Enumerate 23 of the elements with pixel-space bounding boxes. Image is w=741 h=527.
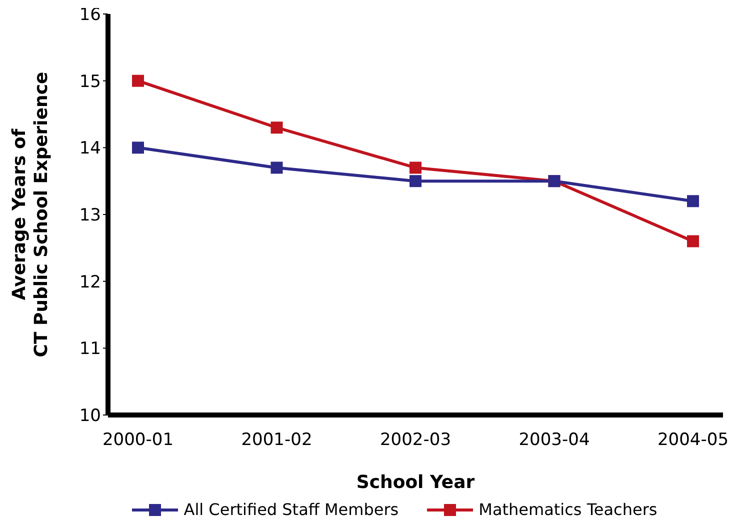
point bbox=[132, 74, 144, 87]
y-tick-label: 13 bbox=[79, 206, 101, 226]
point bbox=[687, 235, 699, 248]
y-tick-label: 15 bbox=[79, 72, 101, 92]
point bbox=[132, 142, 144, 154]
point bbox=[270, 162, 283, 174]
y-axis-title: Average Years of CT Public School Experience bbox=[9, 72, 52, 358]
y-tick-label: 12 bbox=[79, 272, 101, 292]
x-tick-label: 2003-04 bbox=[518, 430, 590, 450]
point bbox=[410, 162, 422, 174]
legend-label: Mathematics Teachers bbox=[478, 500, 658, 519]
legend-label: All Certified Staff Members bbox=[184, 500, 399, 519]
y-tick-label: 10 bbox=[79, 406, 101, 426]
x-axis-title: School Year bbox=[356, 472, 475, 493]
x-tick-label: 2004-05 bbox=[657, 430, 729, 450]
y-tick-label: 14 bbox=[79, 138, 101, 159]
point bbox=[270, 122, 283, 134]
x-tick-label: 2000-01 bbox=[102, 430, 174, 450]
y-tick-label: 11 bbox=[79, 339, 101, 360]
point bbox=[410, 175, 422, 188]
x-tick-label: 2002-03 bbox=[380, 430, 452, 450]
point bbox=[687, 195, 699, 208]
x-tick-label: 2001-02 bbox=[241, 430, 312, 450]
